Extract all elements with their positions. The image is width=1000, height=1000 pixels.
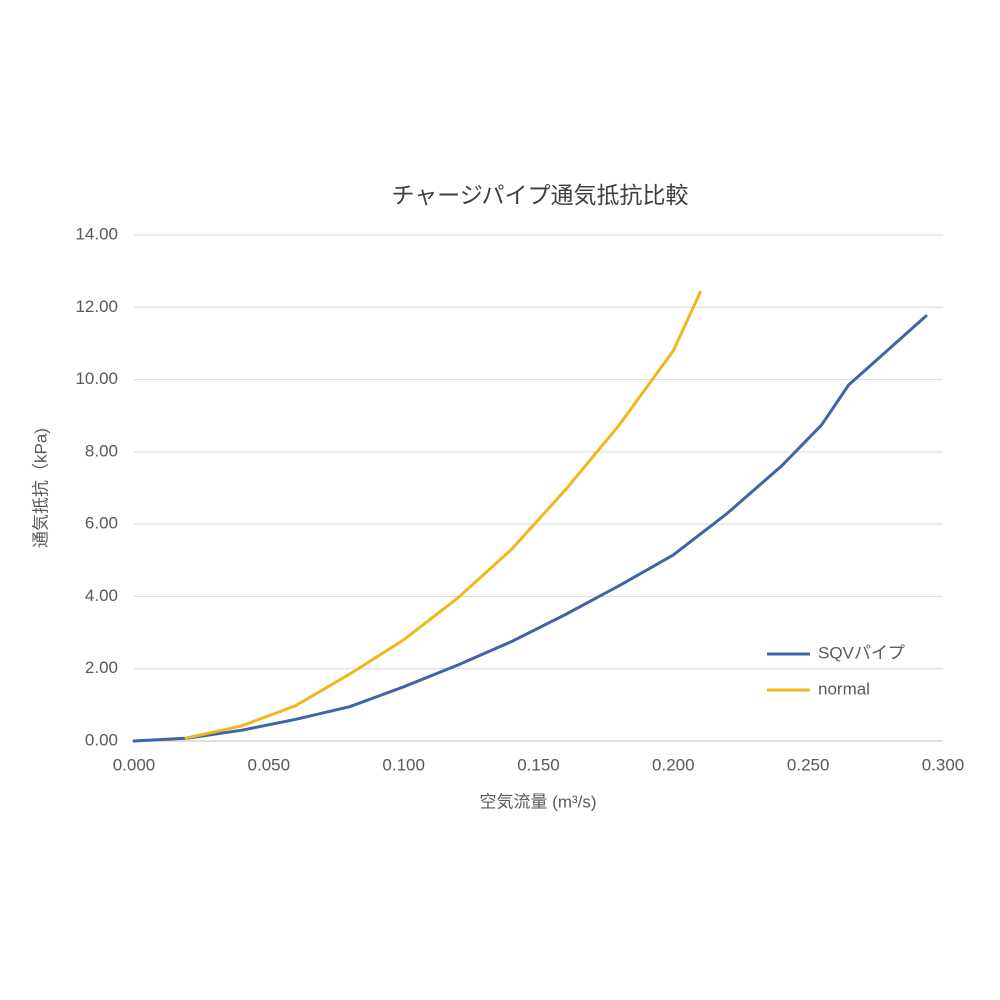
- y-tick-label: 6.00: [85, 514, 118, 533]
- y-tick-label: 8.00: [85, 441, 118, 460]
- x-tick-label: 0.250: [787, 755, 830, 774]
- legend-label: normal: [818, 679, 870, 698]
- x-tick-label: 0.200: [652, 755, 695, 774]
- y-tick-label: 4.00: [85, 586, 118, 605]
- line-series: [184, 290, 702, 740]
- x-axis-label: 空気流量 (m³/s): [479, 792, 596, 811]
- x-tick-label: 0.150: [517, 755, 560, 774]
- y-tick-label: 2.00: [85, 658, 118, 677]
- x-tick-label: 0.100: [382, 755, 425, 774]
- chart-title: チャージパイプ通気抵抗比較: [392, 182, 689, 208]
- y-tick-label: 12.00: [75, 297, 118, 316]
- x-tick-label: 0.300: [922, 755, 965, 774]
- legend-label: SQVパイプ: [818, 643, 905, 662]
- line-series: [132, 314, 928, 743]
- y-tick-label: 0.00: [85, 730, 118, 749]
- x-tick-label: 0.000: [113, 755, 156, 774]
- y-axis-label: 通気抵抗（kPa): [31, 428, 50, 548]
- x-tick-label: 0.050: [248, 755, 291, 774]
- y-tick-label: 14.00: [75, 224, 118, 243]
- y-tick-label: 10.00: [75, 369, 118, 388]
